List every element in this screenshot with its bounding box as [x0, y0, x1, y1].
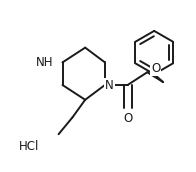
Text: O: O [123, 112, 132, 125]
Text: HCl: HCl [19, 141, 40, 153]
Text: N: N [105, 78, 114, 92]
Text: O: O [151, 62, 161, 75]
Text: NH: NH [36, 56, 54, 69]
